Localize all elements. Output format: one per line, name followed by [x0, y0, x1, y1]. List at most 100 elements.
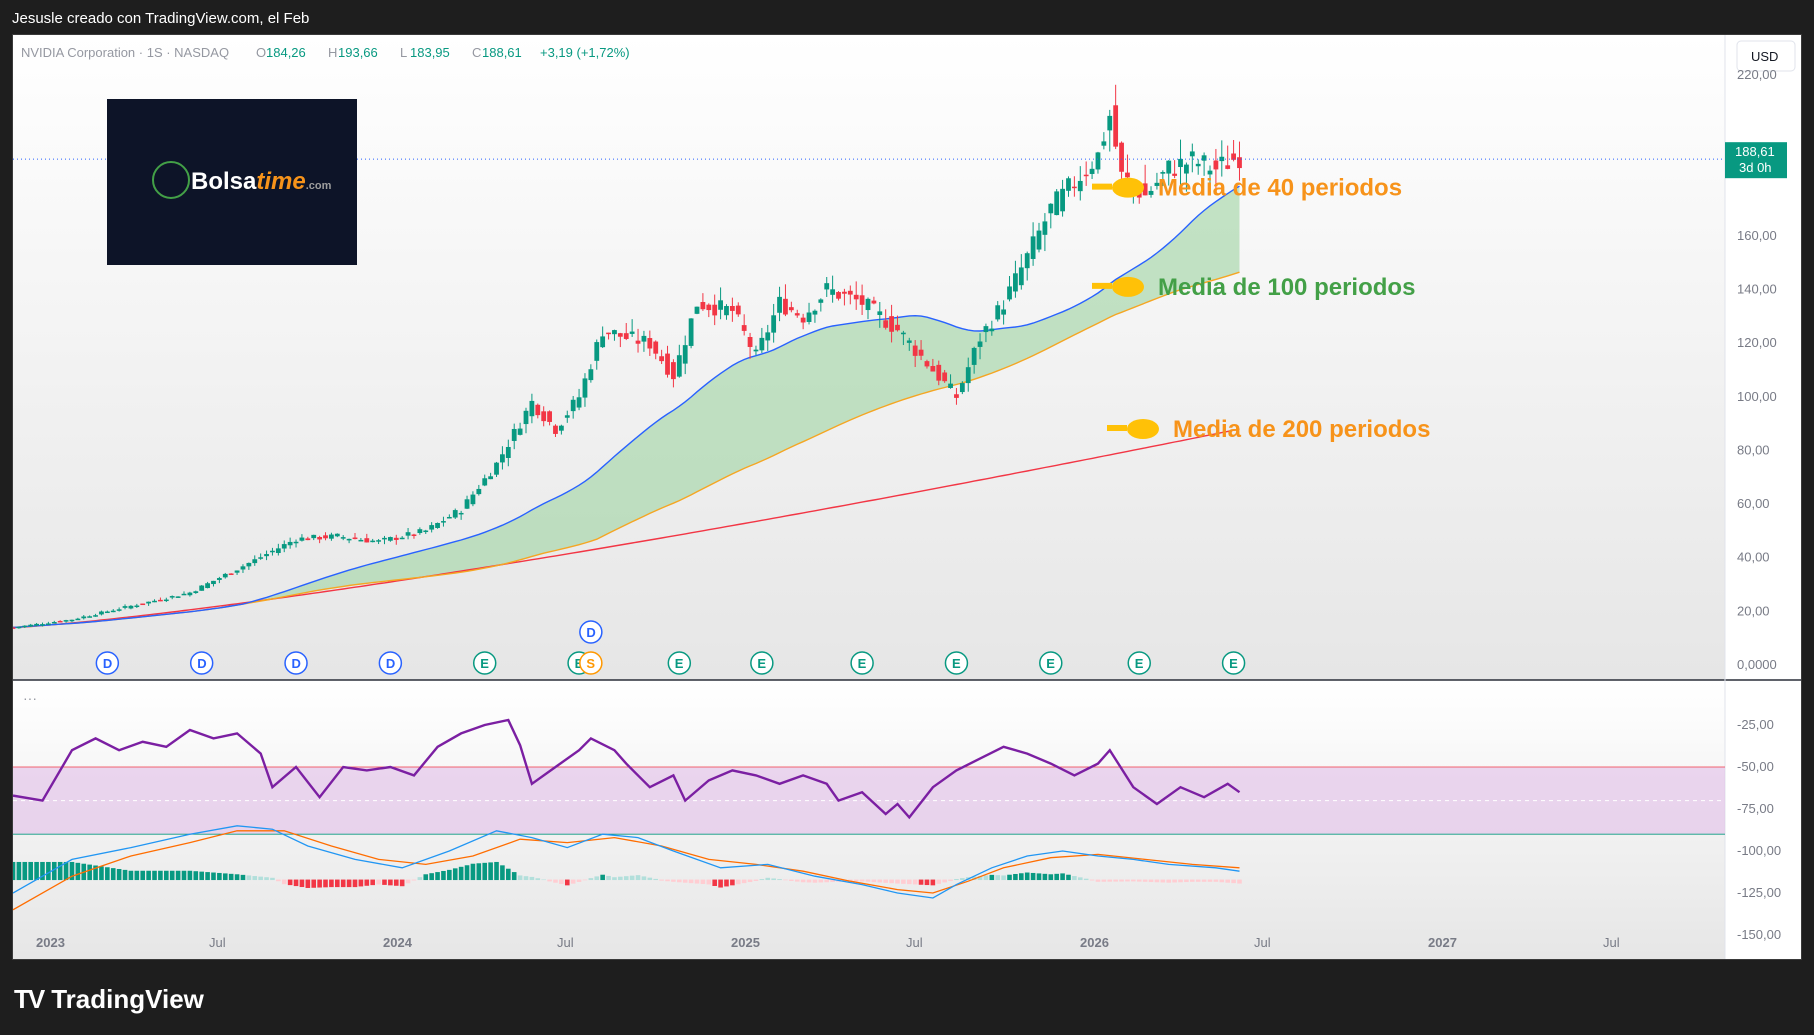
macd-histogram-bar [276, 879, 281, 882]
candle-body [1207, 170, 1213, 175]
macd-histogram-bar [682, 879, 688, 883]
candle-body [1066, 178, 1071, 191]
currency-button[interactable] [1736, 40, 1796, 72]
candle-body [659, 356, 665, 362]
event-label: D [386, 656, 395, 671]
candle-body [558, 425, 564, 431]
macd-histogram-bar [435, 872, 440, 881]
macd-histogram-bar [930, 879, 936, 886]
event-marker-e [944, 651, 969, 675]
price-chart[interactable]: NVIDIA Corporation · 1S · NASDAQ O 184,26 H… [13, 35, 1801, 959]
candle-body [777, 296, 782, 313]
macd-histogram-bar [441, 870, 446, 881]
tradingview-wordmark: TradingView [51, 984, 204, 1014]
candle-body [617, 333, 623, 337]
macd-histogram-bar [570, 879, 576, 884]
chart-frame[interactable]: NVIDIA Corporation · 1S · NASDAQ O 184,26 H… [12, 34, 1802, 960]
macd-histogram-bar [329, 879, 334, 888]
price-tick: 100,00 [1737, 389, 1777, 404]
event-marker-e [750, 651, 774, 675]
macd-histogram-bar [140, 870, 146, 881]
macd-histogram-bar [730, 879, 735, 886]
macd-histogram-bar [252, 876, 258, 881]
macd-histogram-bar [818, 879, 824, 883]
candle-body [971, 347, 977, 365]
candle-body [788, 307, 794, 311]
macd-histogram-bar [51, 861, 57, 881]
time-tick: 2023 [36, 935, 65, 950]
candle-body [205, 583, 210, 589]
time-tick: 2026 [1080, 935, 1109, 950]
macd-histogram-bar [370, 879, 375, 886]
macd-histogram-bar [423, 874, 429, 881]
macd-histogram-bar [995, 875, 1001, 881]
candle-body [718, 300, 723, 310]
event-label: E [757, 656, 766, 671]
macd-histogram-bar [1048, 874, 1054, 881]
macd-histogram-bar [158, 870, 163, 881]
macd-histogram-bar [1101, 879, 1107, 882]
candle-body [293, 541, 299, 544]
macd-histogram-bar [1060, 873, 1065, 881]
candle-body [1042, 221, 1048, 235]
macd-histogram-bar [134, 870, 140, 881]
time-tick: Jul [1603, 935, 1620, 950]
macd-histogram-bar [794, 879, 800, 882]
event-label: D [586, 625, 595, 640]
macd-histogram-bar [753, 879, 759, 881]
candle-body [877, 311, 883, 315]
candle-body [1237, 157, 1242, 169]
candle-body [570, 399, 576, 412]
candle-body [382, 537, 387, 540]
ohlc-label-o: O [256, 45, 266, 60]
ma40-line [13, 185, 1240, 629]
candle-body [387, 537, 393, 541]
candle-body [199, 585, 205, 591]
macd-histogram-bar [281, 879, 287, 885]
macd-histogram-bar [13, 861, 16, 881]
macd-histogram-bar [323, 879, 328, 888]
candle-body [895, 324, 900, 331]
candle-body [317, 537, 323, 540]
candle-body [140, 603, 146, 606]
event-label: E [480, 656, 489, 671]
macd-histogram-bar [311, 879, 317, 888]
candle-body [735, 305, 741, 315]
macd-histogram-bar [1072, 876, 1077, 881]
macd-histogram-bar [364, 879, 370, 886]
macd-histogram-bar [1225, 879, 1230, 883]
candle-body [405, 532, 411, 536]
candle-body [187, 592, 193, 596]
candle-body [930, 365, 936, 372]
macd-histogram-bar [936, 879, 942, 884]
candle-body [771, 315, 777, 333]
event-marker-e [472, 651, 497, 675]
macd-histogram-bar [87, 864, 92, 881]
candle-body [51, 621, 57, 624]
macd-histogram-bar [635, 875, 641, 881]
candle-body [435, 522, 440, 528]
macd-histogram-bar [688, 879, 694, 884]
tradingview-brand[interactable]: TV TradingView [14, 984, 204, 1015]
ohlc-value-h: 193,66 [338, 45, 378, 60]
candle-body [158, 599, 163, 602]
macd-histogram-bar [918, 879, 924, 885]
candle-body [1154, 182, 1160, 186]
macd-histogram-bar [853, 879, 859, 882]
macd-histogram-bar [600, 874, 605, 881]
indicator-menu-dots: ··· [23, 690, 37, 706]
macd-histogram-bar [706, 879, 712, 885]
candle-body [99, 611, 104, 615]
macd-histogram-bar [69, 861, 75, 881]
candle-body [494, 462, 499, 475]
candle-body [346, 538, 352, 541]
macd-histogram-bar [1207, 879, 1213, 882]
macd-histogram-bar [476, 863, 482, 881]
macd-histogram-bar [747, 879, 753, 883]
candle-body [299, 537, 305, 541]
price-tick: 40,00 [1737, 550, 1770, 565]
macd-histogram-bar [712, 879, 717, 886]
macd-histogram-bar [500, 865, 505, 881]
macd-histogram-bar [694, 879, 700, 884]
pointing-hand-icon [1112, 276, 1144, 297]
